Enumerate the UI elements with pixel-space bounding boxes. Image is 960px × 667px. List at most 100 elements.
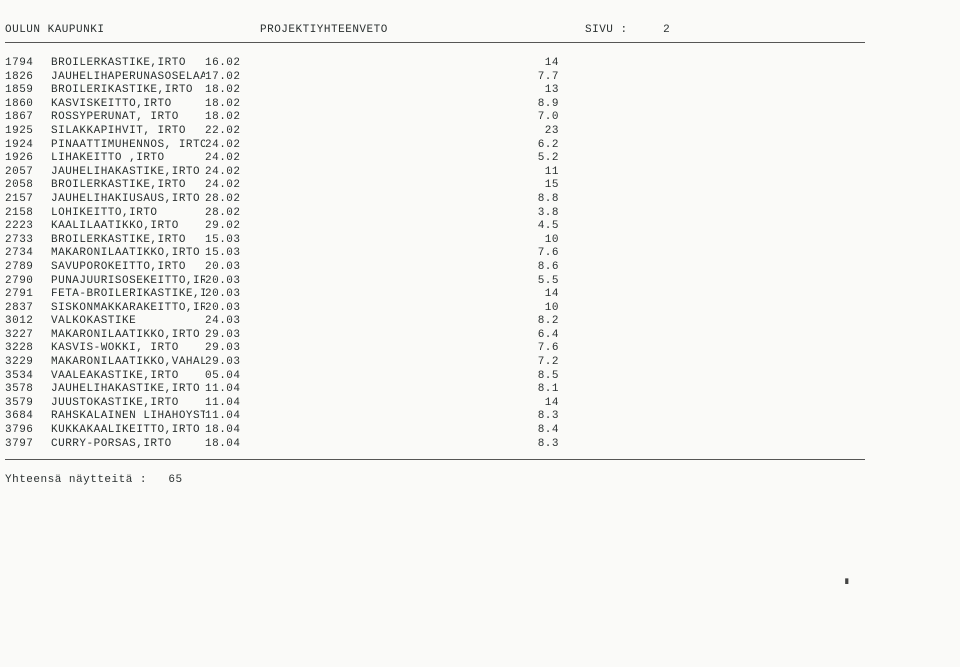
row-code: 3228 xyxy=(5,342,51,356)
table-row: 3797CURRY-PORSAS,IRTO18.048.3 xyxy=(5,438,955,452)
row-name: PINAATTIMUHENNOS, IRTO xyxy=(51,139,205,153)
row-code: 1859 xyxy=(5,84,51,98)
row-name: BROILERKASTIKE,IRTO xyxy=(51,57,205,71)
row-name: JAUHELIHAPERUNASOSELAATI xyxy=(51,71,205,85)
row-value: 23 xyxy=(531,125,559,139)
table-row: 3684RAHSKALAINEN LIHAHÖYSTÖ,11.048.3 xyxy=(5,410,955,424)
row-date: 20.03 xyxy=(205,302,531,316)
row-name: BROILERKASTIKE,IRTO xyxy=(51,179,205,193)
row-code: 3229 xyxy=(5,356,51,370)
table-row: 1867RÖSSYPERUNAT, IRTO18.027.0 xyxy=(5,111,955,125)
row-value: 8.6 xyxy=(531,261,559,275)
row-date: 20.03 xyxy=(205,261,531,275)
table-row: 3579JUUSTOKASTIKE,IRTO11.0414 xyxy=(5,397,955,411)
table-row: 1859BROILERIKASTIKE,IRTO18.0213 xyxy=(5,84,955,98)
row-name: KASVIS-WOKKI, IRTO xyxy=(51,342,205,356)
row-name: FETA-BROILERIKASTIKE,IRT xyxy=(51,288,205,302)
page-number: 2 xyxy=(663,24,670,36)
row-code: 1860 xyxy=(5,98,51,112)
row-code: 2157 xyxy=(5,193,51,207)
row-date: 20.03 xyxy=(205,275,531,289)
row-date: 24.03 xyxy=(205,315,531,329)
row-name: PUNAJUURISOSEKEITTO,IRTO xyxy=(51,275,205,289)
row-value: 8.4 xyxy=(531,424,559,438)
table-row: 3228KASVIS-WOKKI, IRTO29.037.6 xyxy=(5,342,955,356)
data-table: 1794BROILERKASTIKE,IRTO16.02141826JAUHEL… xyxy=(5,57,955,451)
table-row: 2789SAVUPOROKEITTO,IRTO20.038.6 xyxy=(5,261,955,275)
table-row: 2158LOHIKEITTO,IRTO28.023.8 xyxy=(5,207,955,221)
row-date: 29.02 xyxy=(205,220,531,234)
table-row: 2157JAUHELIHAKIUSAUS,IRTO28.028.8 xyxy=(5,193,955,207)
row-code: 2791 xyxy=(5,288,51,302)
row-value: 7.0 xyxy=(531,111,559,125)
row-value: 11 xyxy=(531,166,559,180)
row-date: 24.02 xyxy=(205,152,531,166)
table-row: 2223KAALILAATIKKO,IRTO29.024.5 xyxy=(5,220,955,234)
row-value: 13 xyxy=(531,84,559,98)
table-row: 2733BROILERKASTIKE,IRTO15.0310 xyxy=(5,234,955,248)
row-value: 7.2 xyxy=(531,356,559,370)
row-name: JAUHELIHAKASTIKE,IRTO xyxy=(51,383,205,397)
footer-rule xyxy=(5,459,865,460)
row-value: 5.5 xyxy=(531,275,559,289)
row-name: RÖSSYPERUNAT, IRTO xyxy=(51,111,205,125)
row-code: 3797 xyxy=(5,438,51,452)
table-row: 1924PINAATTIMUHENNOS, IRTO24.026.2 xyxy=(5,139,955,153)
row-name: JAUHELIHAKASTIKE,IRTO xyxy=(51,166,205,180)
row-value: 10 xyxy=(531,302,559,316)
row-date: 11.04 xyxy=(205,397,531,411)
row-name: JUUSTOKASTIKE,IRTO xyxy=(51,397,205,411)
row-value: 14 xyxy=(531,288,559,302)
row-date: 15.03 xyxy=(205,247,531,261)
row-code: 2057 xyxy=(5,166,51,180)
row-code: 2223 xyxy=(5,220,51,234)
row-value: 7.7 xyxy=(531,71,559,85)
row-date: 18.04 xyxy=(205,424,531,438)
row-name: VALKOKASTIKE xyxy=(51,315,205,329)
row-date: 29.03 xyxy=(205,329,531,343)
row-code: 1924 xyxy=(5,139,51,153)
row-value: 4.5 xyxy=(531,220,559,234)
row-name: KAALILAATIKKO,IRTO xyxy=(51,220,205,234)
row-name: BROILERKASTIKE,IRTO xyxy=(51,234,205,248)
row-code: 1926 xyxy=(5,152,51,166)
row-code: 3579 xyxy=(5,397,51,411)
row-name: KUKKAKAALIKEITTO,IRTO xyxy=(51,424,205,438)
row-name: MAKARONILAATIKKO,VÄHÄLAK xyxy=(51,356,205,370)
row-value: 14 xyxy=(531,397,559,411)
row-code: 2734 xyxy=(5,247,51,261)
report-header: OULUN KAUPUNKI PROJEKTIYHTEENVETO SIVU :… xyxy=(5,24,955,36)
row-value: 8.3 xyxy=(531,410,559,424)
report-footer: Yhteensä näytteitä : 65 xyxy=(5,474,955,486)
row-value: 8.2 xyxy=(531,315,559,329)
row-date: 29.03 xyxy=(205,356,531,370)
row-date: 24.02 xyxy=(205,166,531,180)
row-value: 14 xyxy=(531,57,559,71)
row-name: KASVISKEITTO,IRTO xyxy=(51,98,205,112)
row-date: 18.02 xyxy=(205,111,531,125)
row-name: SILAKKAPIHVIT, IRTO xyxy=(51,125,205,139)
row-value: 15 xyxy=(531,179,559,193)
row-value: 7.6 xyxy=(531,342,559,356)
row-value: 8.8 xyxy=(531,193,559,207)
row-name: SAVUPOROKEITTO,IRTO xyxy=(51,261,205,275)
row-value: 8.5 xyxy=(531,370,559,384)
row-name: CURRY-PORSAS,IRTO xyxy=(51,438,205,452)
row-name: JAUHELIHAKIUSAUS,IRTO xyxy=(51,193,205,207)
row-date: 17.02 xyxy=(205,71,531,85)
row-date: 28.02 xyxy=(205,207,531,221)
row-name: MAKARONILAATIKKO,IRTO xyxy=(51,247,205,261)
row-name: RAHSKALAINEN LIHAHÖYSTÖ, xyxy=(51,410,205,424)
row-date: 28.02 xyxy=(205,193,531,207)
row-value: 8.3 xyxy=(531,438,559,452)
table-row: 2058BROILERKASTIKE,IRTO24.0215 xyxy=(5,179,955,193)
header-page-label: SIVU : 2 xyxy=(585,24,675,36)
row-name: VAALEAKASTIKE,IRTO xyxy=(51,370,205,384)
row-code: 1925 xyxy=(5,125,51,139)
row-value: 7.6 xyxy=(531,247,559,261)
table-row: 2734MAKARONILAATIKKO,IRTO15.037.6 xyxy=(5,247,955,261)
row-date: 05.04 xyxy=(205,370,531,384)
table-row: 1826JAUHELIHAPERUNASOSELAATI17.027.7 xyxy=(5,71,955,85)
table-row: 3578JAUHELIHAKASTIKE,IRTO11.048.1 xyxy=(5,383,955,397)
total-label: Yhteensä näytteitä : xyxy=(5,474,147,486)
